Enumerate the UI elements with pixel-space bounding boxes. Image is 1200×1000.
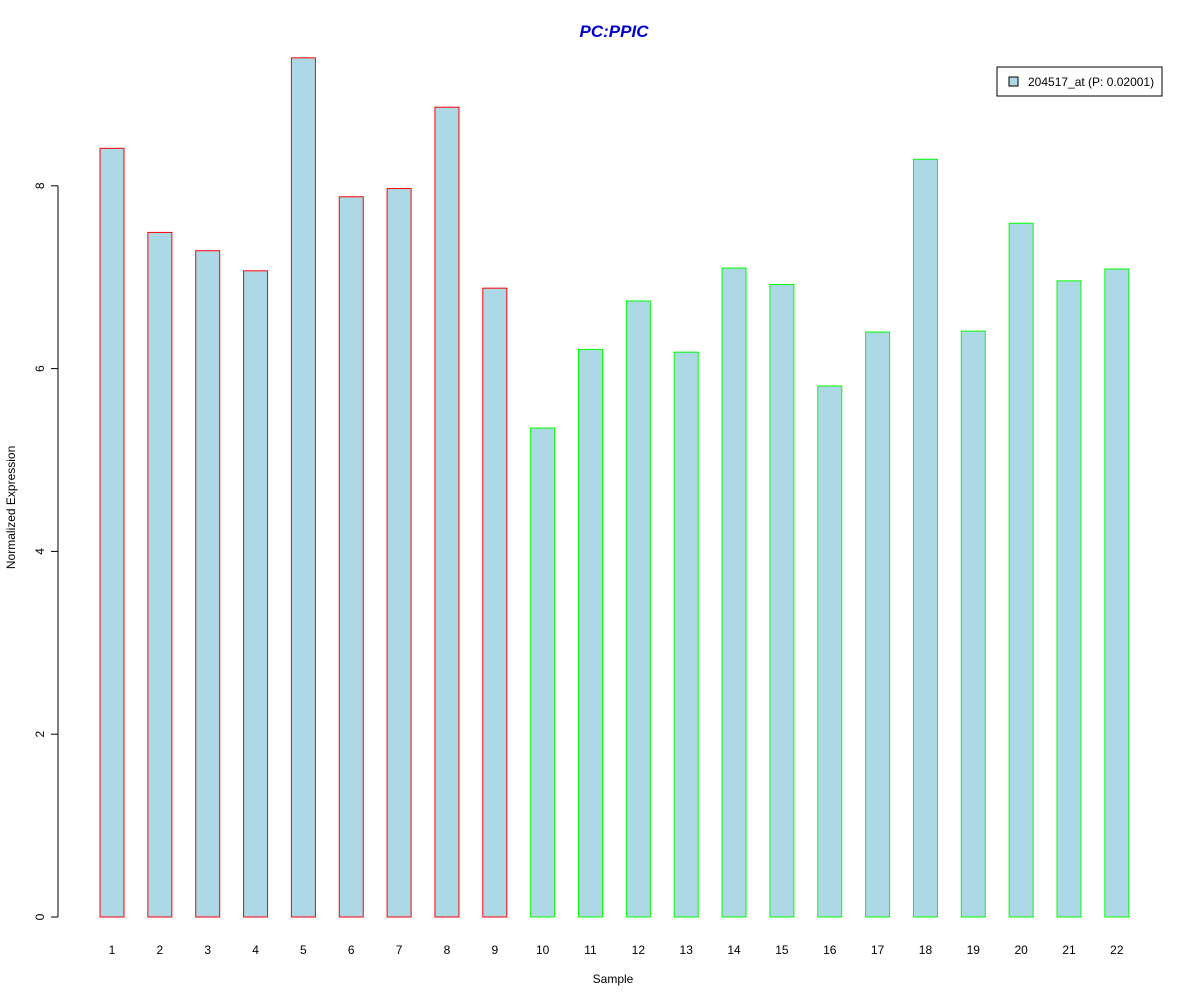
bar-sample-16 xyxy=(817,385,843,918)
bar-sample-11 xyxy=(578,348,603,918)
bar-sample-1 xyxy=(99,147,125,918)
x-tick-label: 9 xyxy=(491,943,498,957)
bar-sample-14 xyxy=(721,267,747,918)
bar-sample-2 xyxy=(147,231,173,918)
bar-sample-22 xyxy=(1104,268,1130,918)
x-tick-label: 4 xyxy=(252,943,259,957)
y-axis-title: Normalized Expression xyxy=(4,446,18,569)
legend-box xyxy=(996,66,1163,97)
bar-sample-20 xyxy=(1008,222,1034,918)
x-tick-label: 16 xyxy=(823,943,837,957)
bar-sample-17 xyxy=(865,331,891,918)
bar-sample-12 xyxy=(625,300,651,918)
x-tick-label: 14 xyxy=(727,943,741,957)
x-tick-label: 1 xyxy=(109,943,116,957)
bar-sample-18 xyxy=(912,158,938,918)
bar-sample-13 xyxy=(673,351,699,918)
x-tick-labels: 1 2 3 4 5 6 7 8 9 10 11 12 13 14 15 16 17 18 19 20 21 22 xyxy=(109,943,1124,957)
x-tick-label: 5 xyxy=(300,943,307,957)
y-tick-label: 0 xyxy=(33,913,47,920)
bar-sample-21 xyxy=(1056,280,1082,918)
bar-sample-7 xyxy=(386,188,412,918)
bars xyxy=(99,57,1130,918)
x-tick-label: 15 xyxy=(775,943,789,957)
y-tick-label: 6 xyxy=(33,365,47,372)
bar-sample-3 xyxy=(195,250,221,918)
y-tick-label: 2 xyxy=(33,731,47,738)
x-tick-label: 18 xyxy=(919,943,933,957)
x-tick-label: 20 xyxy=(1014,943,1028,957)
y-axis: 0 2 4 6 8 xyxy=(33,182,59,920)
y-tick-label: 8 xyxy=(33,182,47,189)
legend: 204517_at (P: 0.02001) xyxy=(996,66,1163,97)
x-tick-label: 10 xyxy=(536,943,550,957)
x-tick-label: 2 xyxy=(157,943,164,957)
x-tick-label: 17 xyxy=(871,943,885,957)
x-tick-label: 12 xyxy=(632,943,646,957)
x-tick-label: 6 xyxy=(348,943,355,957)
x-tick-label: 11 xyxy=(584,943,597,957)
x-tick-label: 13 xyxy=(680,943,694,957)
bar-sample-6 xyxy=(338,196,364,918)
x-tick-label: 19 xyxy=(967,943,981,957)
x-axis-title: Sample xyxy=(593,972,634,986)
legend-swatch xyxy=(1008,76,1019,87)
x-tick-label: 22 xyxy=(1110,943,1124,957)
bar-sample-8 xyxy=(434,106,460,918)
x-tick-label: 7 xyxy=(396,943,403,957)
bar-sample-4 xyxy=(243,270,269,918)
x-tick-label: 8 xyxy=(444,943,451,957)
bar-sample-15 xyxy=(769,284,795,918)
bar-sample-5 xyxy=(290,57,316,918)
x-tick-label: 21 xyxy=(1062,943,1076,957)
bar-sample-10 xyxy=(530,427,556,918)
legend-entry-label: 204517_at (P: 0.02001) xyxy=(1028,75,1154,89)
bar-sample-19 xyxy=(960,330,986,918)
x-tick-label: 3 xyxy=(204,943,211,957)
bar-sample-9 xyxy=(482,287,508,918)
y-tick-label: 4 xyxy=(33,548,47,555)
chart-title: PC:PPIC xyxy=(580,22,650,41)
